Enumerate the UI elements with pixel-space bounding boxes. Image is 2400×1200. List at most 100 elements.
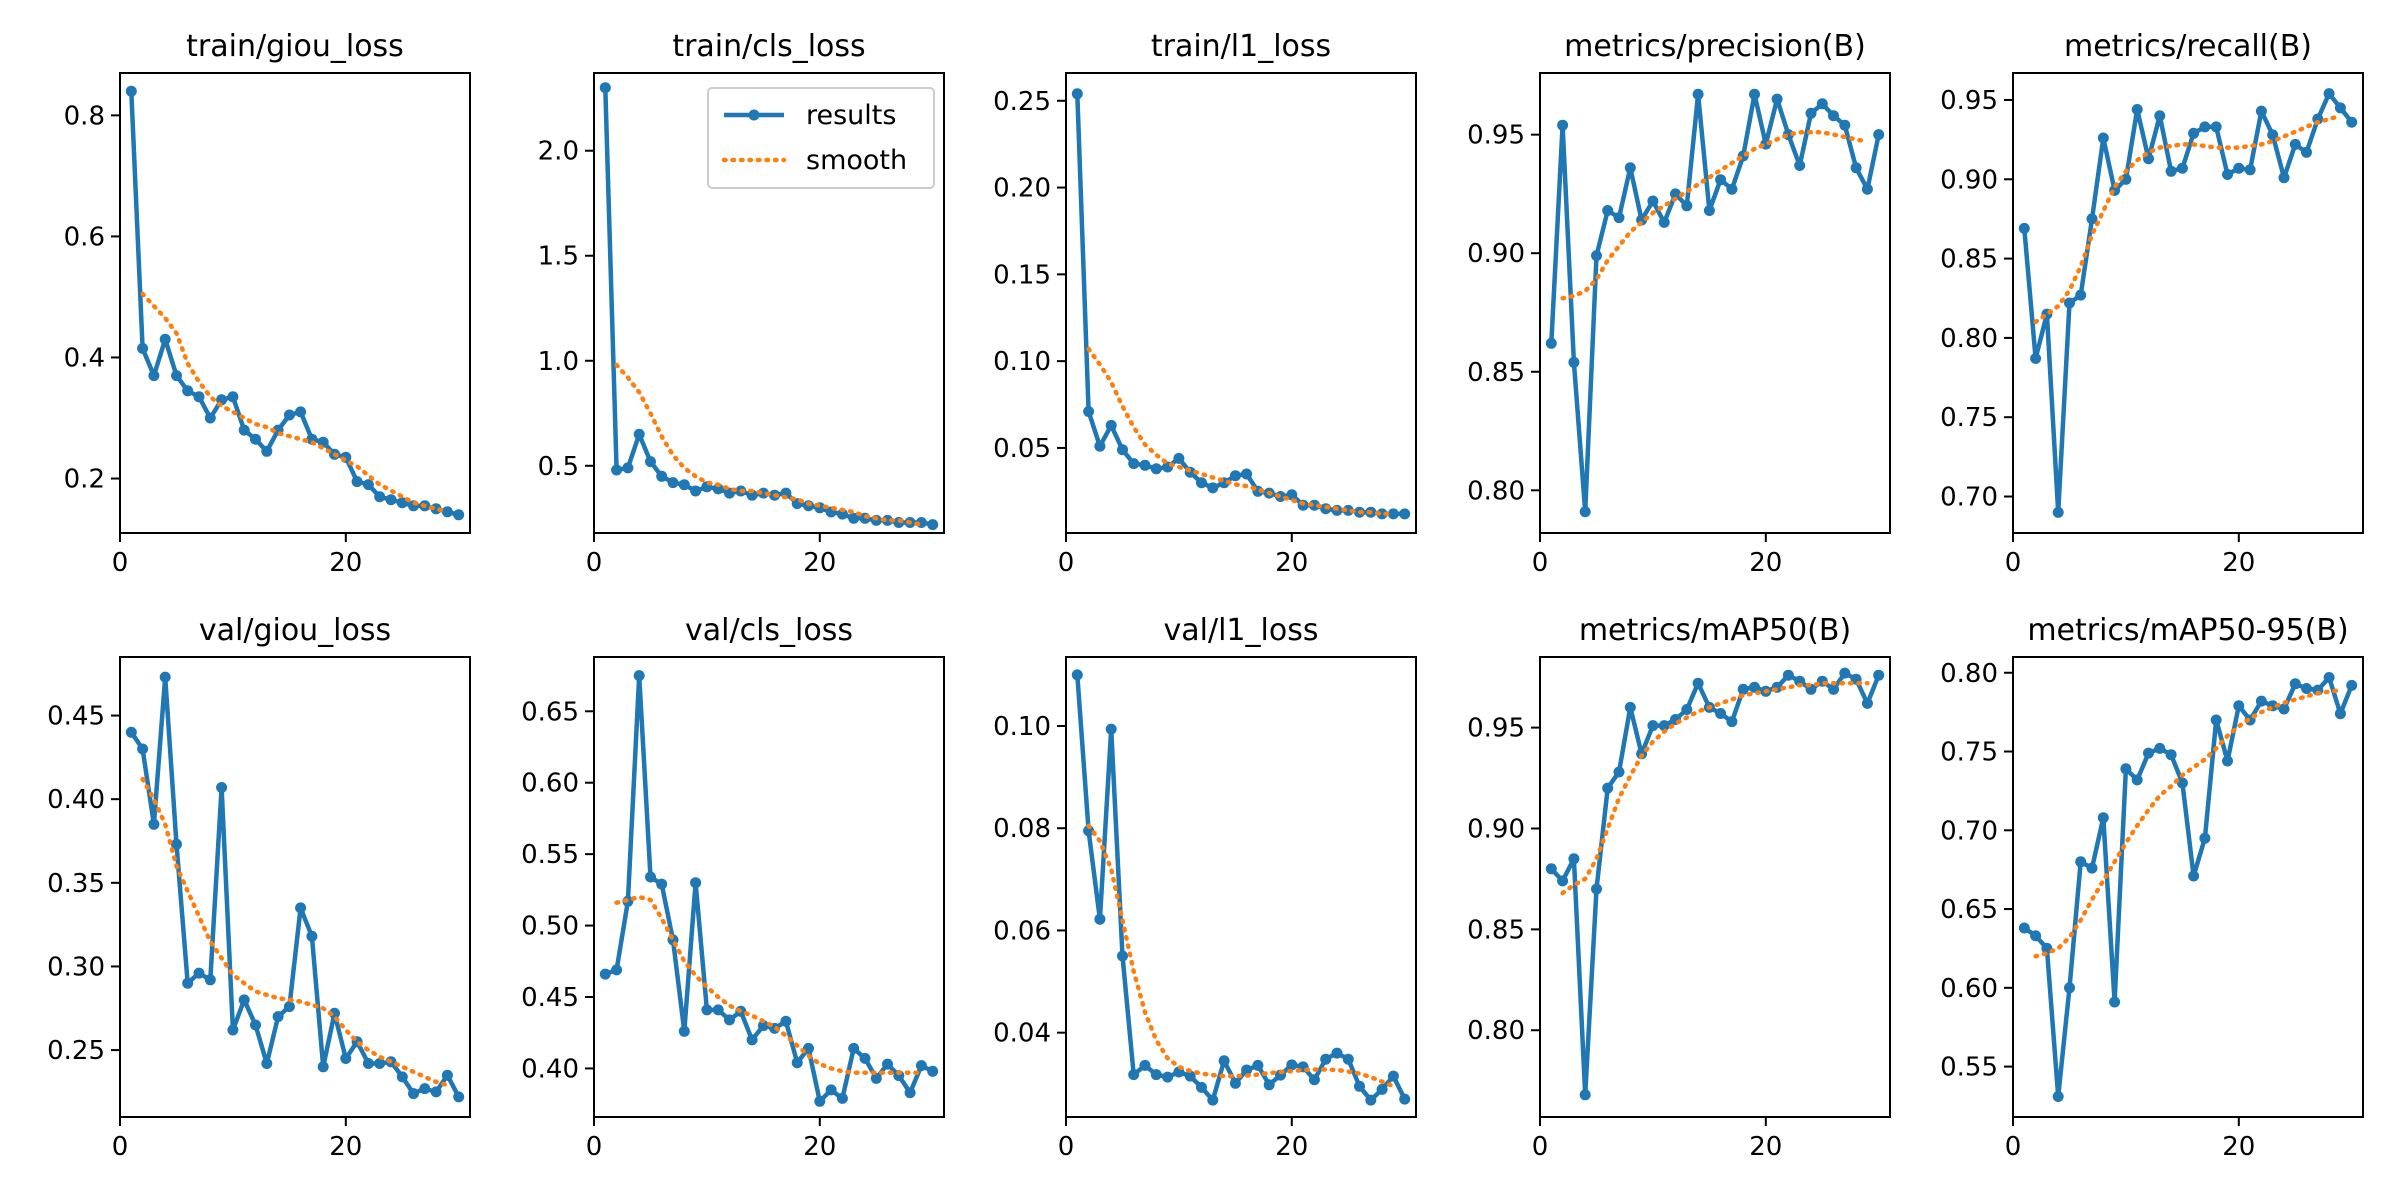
results-point bbox=[2052, 506, 2064, 518]
results-point bbox=[261, 1058, 273, 1069]
results-point bbox=[1229, 1077, 1241, 1089]
results-point bbox=[1568, 356, 1580, 368]
results-point bbox=[1873, 669, 1885, 681]
y-tick-label: 1.5 bbox=[538, 242, 579, 272]
x-tick-label: 20 bbox=[1275, 548, 1308, 578]
subplot-5: val/giou_loss 0 20 0.25 0.30 0.35 0.40 0.45 bbox=[47, 613, 471, 1162]
results-point bbox=[848, 512, 860, 524]
results-point bbox=[1602, 205, 1614, 216]
results-point bbox=[453, 1091, 465, 1103]
results-point bbox=[1196, 477, 1207, 489]
y-tick-label: 2.0 bbox=[538, 137, 579, 167]
subplot-title: train/giou_loss bbox=[186, 29, 404, 64]
results-point bbox=[1782, 669, 1794, 681]
results-point bbox=[1681, 200, 1693, 212]
y-tick-label: 0.85 bbox=[1467, 915, 1525, 945]
results-point bbox=[2233, 700, 2245, 712]
results-point bbox=[1828, 110, 1839, 122]
y-tick-label: 0.08 bbox=[993, 814, 1051, 844]
subplot-6: val/cls_loss 0 20 0.40 0.45 0.50 0.55 0.60 0.65 bbox=[521, 613, 945, 1162]
results-point bbox=[1647, 195, 1659, 207]
axes-frame bbox=[119, 656, 471, 1118]
results-point bbox=[1828, 683, 1839, 695]
y-tick-label: 0.85 bbox=[1940, 245, 1998, 275]
results-point bbox=[2199, 832, 2211, 844]
results-point bbox=[238, 994, 250, 1006]
y-tick-label: 0.2 bbox=[64, 465, 105, 495]
subplot-title: val/l1_loss bbox=[1164, 613, 1319, 648]
results-point bbox=[125, 85, 137, 97]
results-point bbox=[419, 1083, 431, 1095]
results-point bbox=[2301, 146, 2312, 158]
subplot-title: metrics/precision(B) bbox=[1564, 29, 1866, 64]
results-point bbox=[1286, 489, 1298, 501]
results-point bbox=[1861, 183, 1873, 195]
results-point bbox=[1196, 1081, 1207, 1093]
results-point bbox=[1218, 1055, 1230, 1067]
results-point bbox=[791, 1057, 803, 1069]
results-point bbox=[2143, 747, 2154, 759]
results-point bbox=[656, 470, 668, 482]
results-point bbox=[1241, 468, 1253, 480]
y-tick-label: 1.0 bbox=[538, 347, 579, 377]
results-point bbox=[836, 508, 848, 520]
results-point bbox=[159, 333, 171, 345]
results-point bbox=[645, 871, 656, 883]
results-point bbox=[2176, 162, 2188, 174]
results-point bbox=[1117, 444, 1128, 456]
results-point bbox=[182, 977, 194, 989]
y-tick-label: 0.40 bbox=[47, 785, 105, 815]
results-point bbox=[712, 1004, 724, 1016]
results-point bbox=[1150, 463, 1162, 475]
results-point bbox=[2131, 774, 2143, 786]
y-tick-label: 0.85 bbox=[1467, 358, 1525, 388]
results-point bbox=[2323, 88, 2335, 100]
results-point bbox=[2064, 297, 2075, 309]
results-point bbox=[1128, 1069, 1140, 1081]
y-tick-label: 0.80 bbox=[1940, 324, 1998, 354]
results-point bbox=[227, 391, 239, 403]
subplot-title: metrics/mAP50-95(B) bbox=[2027, 613, 2348, 648]
results-point bbox=[193, 967, 205, 979]
results-point bbox=[2222, 755, 2233, 767]
results-point bbox=[193, 391, 205, 403]
results-point bbox=[408, 1088, 419, 1100]
subplot-title: metrics/recall(B) bbox=[2064, 29, 2312, 64]
results-point bbox=[1658, 720, 1670, 732]
y-tick-label: 0.10 bbox=[993, 712, 1051, 742]
y-tick-label: 0.60 bbox=[1940, 974, 1998, 1004]
y-tick-label: 0.55 bbox=[521, 840, 579, 870]
smooth-line bbox=[1086, 823, 1396, 1089]
results-point bbox=[1591, 883, 1602, 895]
smooth-line bbox=[1560, 680, 1870, 896]
results-point bbox=[622, 462, 634, 474]
results-point bbox=[137, 342, 149, 354]
results-point bbox=[2289, 138, 2301, 150]
results-point bbox=[125, 726, 137, 738]
results-point bbox=[216, 782, 228, 793]
results-point bbox=[656, 878, 668, 890]
results-point bbox=[1308, 1074, 1320, 1086]
subplot-9: metrics/mAP50-95(B) 0 20 0.55 0.60 0.65 0.70 0.… bbox=[1940, 613, 2364, 1162]
y-tick-label: 0.30 bbox=[47, 952, 105, 982]
results-point bbox=[1308, 499, 1320, 511]
results-point bbox=[678, 479, 690, 491]
results-point bbox=[1342, 504, 1354, 516]
results-point bbox=[1105, 723, 1117, 735]
results-point bbox=[1286, 1059, 1298, 1071]
results-point bbox=[1726, 183, 1738, 195]
results-point bbox=[1681, 704, 1693, 715]
results-point bbox=[1602, 782, 1614, 794]
results-point bbox=[678, 1025, 690, 1037]
y-tick-label: 0.05 bbox=[993, 434, 1051, 464]
axes-frame bbox=[1065, 72, 1417, 534]
results-point bbox=[1579, 506, 1591, 518]
results-point bbox=[1658, 216, 1670, 228]
axes-frame bbox=[2012, 656, 2364, 1118]
results-point bbox=[2075, 289, 2087, 301]
smooth-line bbox=[1560, 130, 1870, 301]
results-point bbox=[1320, 1053, 1332, 1065]
results-point bbox=[1692, 88, 1704, 100]
results-point bbox=[2278, 703, 2290, 715]
results-point bbox=[825, 1084, 837, 1096]
